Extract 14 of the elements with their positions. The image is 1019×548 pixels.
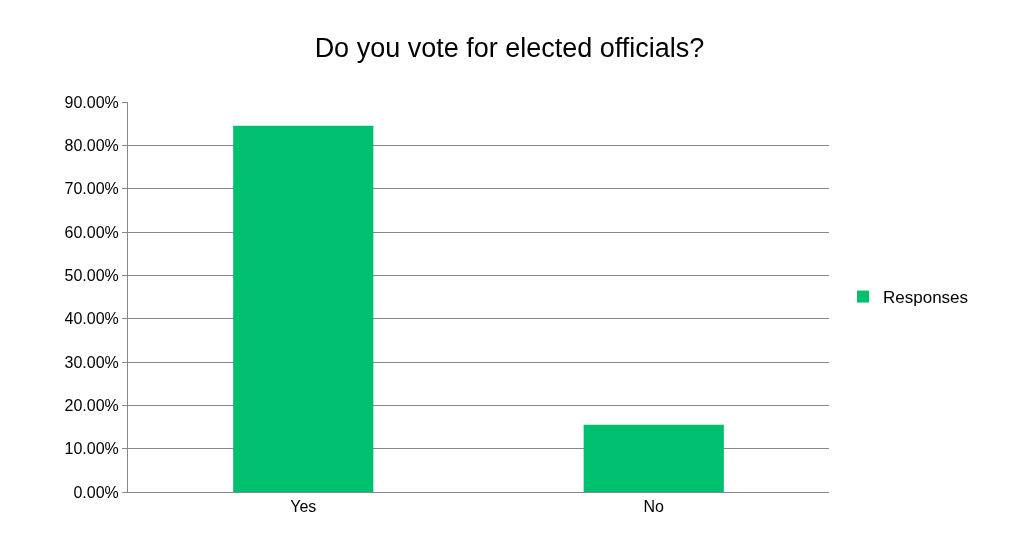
x-tick-label: No <box>643 498 665 516</box>
y-tick-label: 70.00% <box>64 180 119 198</box>
chart-title: Do you vote for elected officials? <box>314 33 705 64</box>
y-tick-label: 0.00% <box>73 483 119 501</box>
x-tick-label: Yes <box>290 498 317 516</box>
y-tick-label: 50.00% <box>64 266 119 284</box>
y-tick-label: 60.00% <box>64 223 119 241</box>
y-tick-label: 30.00% <box>64 353 119 371</box>
y-tick-label: 20.00% <box>64 396 119 414</box>
y-tick-label: 80.00% <box>64 136 119 154</box>
y-tick-label: 90.00% <box>64 93 119 111</box>
legend-label: Responses <box>883 288 969 308</box>
y-tick-label: 40.00% <box>64 310 119 328</box>
y-tick-label: 10.00% <box>64 440 119 458</box>
